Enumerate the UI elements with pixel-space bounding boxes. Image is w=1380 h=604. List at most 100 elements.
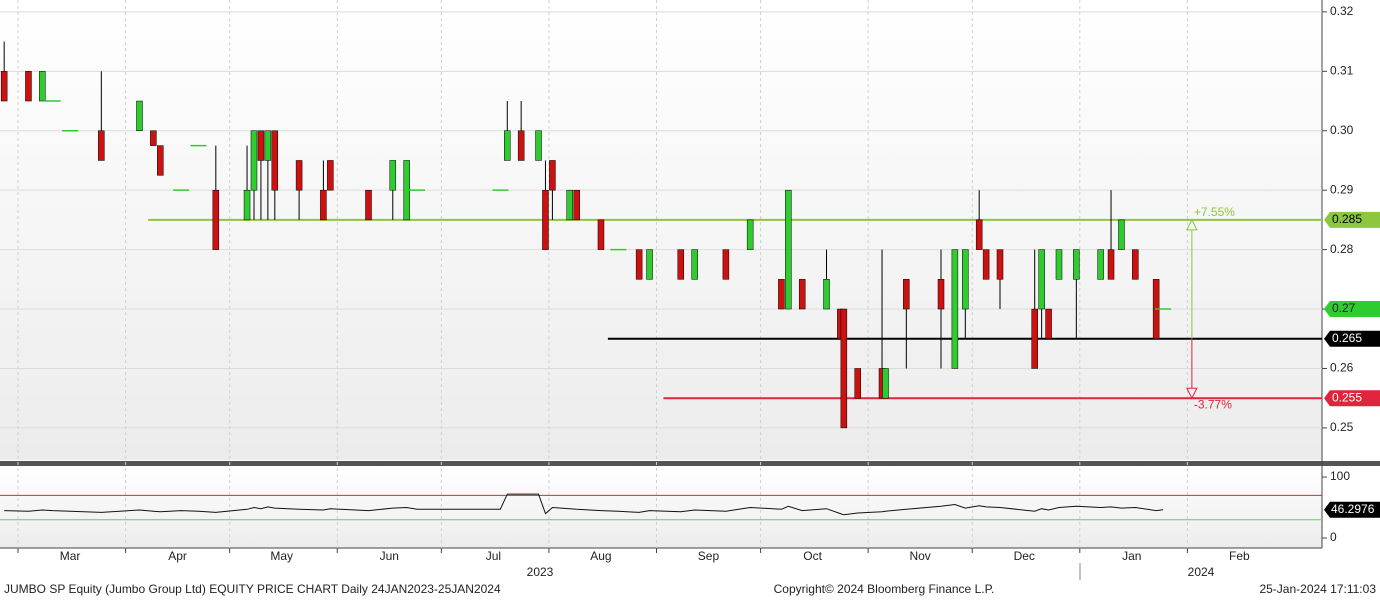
annotation: +7.55% xyxy=(1194,205,1235,219)
candle-body xyxy=(365,189,372,221)
candle-body xyxy=(798,279,806,310)
y-tick-label: 0.29 xyxy=(1330,182,1354,196)
y-tick-label: 100 xyxy=(1330,469,1350,483)
last-tag-label: 46.2976 xyxy=(1331,502,1375,516)
candle-body xyxy=(257,130,265,161)
candle-body xyxy=(722,249,730,280)
x-tick-label: Oct xyxy=(803,549,822,563)
arrow-head xyxy=(1186,387,1198,400)
candle-body xyxy=(1118,219,1125,250)
candle-body xyxy=(996,249,1004,280)
candle-body xyxy=(327,160,334,191)
x-tick-label: May xyxy=(270,549,293,563)
y-tick-label: 0.31 xyxy=(1330,63,1354,77)
x-tick-label: Nov xyxy=(909,549,930,563)
x-tick-label: Jan xyxy=(1122,549,1141,563)
candle-body xyxy=(1132,249,1139,280)
candle-body xyxy=(1097,249,1104,280)
candle-body xyxy=(1107,249,1115,280)
y-tick-label: 0.30 xyxy=(1330,123,1354,137)
candle-body xyxy=(677,249,685,280)
last-tag-label: 0.27 xyxy=(1332,301,1356,315)
y-tick-label: 0.25 xyxy=(1330,420,1354,434)
candle-body xyxy=(212,189,220,250)
candle-body xyxy=(1055,249,1063,280)
candle-body xyxy=(903,279,910,310)
level-tag-label: 0.255 xyxy=(1332,390,1362,404)
candle-body xyxy=(785,189,792,310)
x-tick-label: Dec xyxy=(1014,549,1035,563)
candle-body xyxy=(250,130,258,191)
candle-body xyxy=(1031,308,1038,369)
candle-body xyxy=(1038,249,1045,310)
year-label: 2024 xyxy=(1188,565,1215,579)
candle-body xyxy=(1073,249,1080,280)
candle-body xyxy=(962,249,969,310)
candle-body xyxy=(1045,308,1052,340)
y-tick-label: 0.28 xyxy=(1330,242,1354,256)
candle-body xyxy=(823,279,830,310)
candle-body xyxy=(39,71,46,102)
candle-body xyxy=(0,71,8,102)
level-tag xyxy=(1324,390,1380,407)
candle-body xyxy=(150,130,157,146)
candle-body xyxy=(840,308,848,429)
rsi-line xyxy=(4,493,1164,516)
y-tick-label: 0 xyxy=(1330,530,1337,544)
candle-body xyxy=(951,249,959,369)
candle-body xyxy=(517,130,525,161)
level-tag xyxy=(1324,211,1380,228)
candle-body xyxy=(403,160,410,221)
year-label: 2023 xyxy=(527,565,554,579)
candle-body xyxy=(98,130,105,161)
level-tag-label: 0.285 xyxy=(1332,212,1362,226)
last-tag xyxy=(1324,301,1380,318)
price-panel xyxy=(0,0,1322,460)
x-tick-label: Feb xyxy=(1229,549,1250,563)
candle-body xyxy=(320,189,327,221)
candle-body xyxy=(504,130,511,161)
candle-body xyxy=(882,368,889,399)
candle-body xyxy=(243,189,251,221)
annotation: -3.77% xyxy=(1194,397,1232,411)
x-tick-label: Aug xyxy=(590,549,611,563)
candle-body xyxy=(535,130,542,161)
footer-center: Copyright© 2024 Bloomberg Finance L.P. xyxy=(774,582,995,596)
level-tag-label: 0.265 xyxy=(1332,331,1362,345)
candle-body xyxy=(542,189,549,250)
candle-body xyxy=(566,189,573,221)
candle-body xyxy=(549,160,556,191)
candle-body xyxy=(746,219,754,250)
rsi-panel xyxy=(0,468,1322,548)
candle-body xyxy=(25,71,32,102)
footer-right: 25-Jan-2024 17:11:03 xyxy=(1259,582,1376,596)
level-tag xyxy=(1324,330,1380,347)
candle-body xyxy=(982,249,990,280)
arrow-head xyxy=(1186,218,1198,231)
last-tag xyxy=(1324,501,1380,518)
candle-body xyxy=(389,160,397,191)
candle-body xyxy=(778,279,785,310)
y-tick-label: 0.32 xyxy=(1330,4,1354,18)
candle-body xyxy=(937,279,945,310)
candle-body xyxy=(691,249,698,280)
candle-body xyxy=(136,100,143,131)
candle-body xyxy=(975,219,983,250)
x-tick-label: Mar xyxy=(60,549,81,563)
splitter xyxy=(0,461,1380,466)
candle-body xyxy=(573,189,580,221)
x-tick-label: Apr xyxy=(168,549,187,563)
x-tick-label: Jul xyxy=(486,549,501,563)
x-tick-label: Jun xyxy=(380,549,399,563)
candle-body xyxy=(157,145,164,176)
candle-body xyxy=(854,368,861,399)
candle-body xyxy=(295,160,303,191)
candle-body xyxy=(635,249,643,280)
x-tick-label: Sep xyxy=(698,549,720,563)
candle-body xyxy=(264,130,272,161)
footer-left: JUMBO SP Equity (Jumbo Group Ltd) EQUITY… xyxy=(4,582,501,596)
candle-body xyxy=(597,219,605,250)
candle-body xyxy=(271,130,279,191)
